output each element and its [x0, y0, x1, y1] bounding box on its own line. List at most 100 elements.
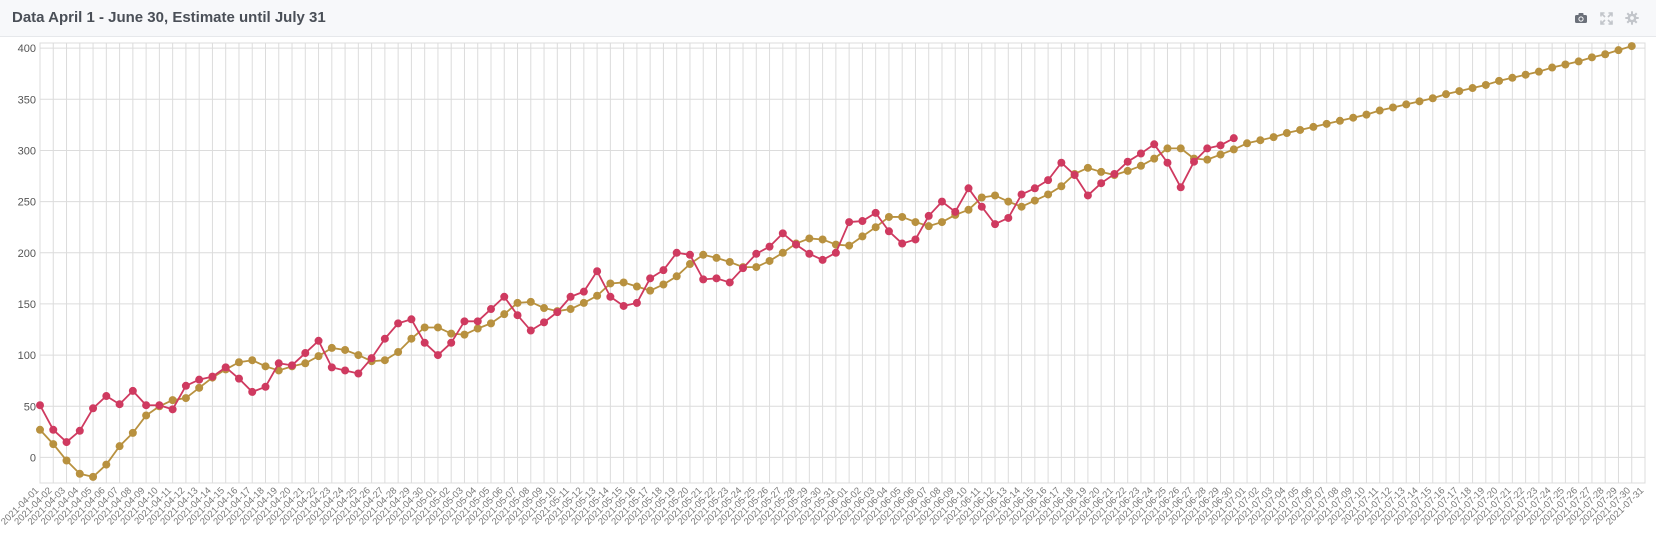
data-point[interactable]	[1229, 145, 1238, 154]
data-point[interactable]	[420, 323, 429, 332]
data-point[interactable]	[606, 292, 615, 301]
data-point[interactable]	[1216, 141, 1225, 150]
data-point[interactable]	[89, 472, 98, 481]
data-point[interactable]	[1269, 133, 1278, 142]
data-point[interactable]	[1190, 157, 1199, 166]
data-point[interactable]	[858, 217, 867, 226]
data-point[interactable]	[1601, 50, 1610, 59]
data-point[interactable]	[354, 369, 363, 378]
data-point[interactable]	[447, 338, 456, 347]
data-point[interactable]	[871, 208, 880, 217]
data-point[interactable]	[36, 401, 44, 410]
data-point[interactable]	[234, 358, 243, 367]
data-point[interactable]	[1123, 157, 1132, 166]
data-point[interactable]	[327, 343, 336, 352]
data-point[interactable]	[1574, 57, 1583, 66]
data-point[interactable]	[314, 352, 323, 361]
data-point[interactable]	[792, 240, 801, 249]
data-point[interactable]	[898, 239, 907, 248]
data-point[interactable]	[1415, 97, 1424, 106]
data-point[interactable]	[1083, 163, 1092, 172]
data-point[interactable]	[62, 456, 71, 465]
data-point[interactable]	[1110, 169, 1119, 178]
data-point[interactable]	[115, 442, 124, 451]
data-point[interactable]	[1083, 191, 1092, 200]
data-point[interactable]	[1044, 176, 1053, 185]
data-point[interactable]	[407, 334, 416, 343]
data-point[interactable]	[1508, 73, 1517, 82]
data-point[interactable]	[725, 257, 734, 266]
data-point[interactable]	[540, 304, 549, 313]
data-point[interactable]	[486, 305, 495, 314]
data-point[interactable]	[142, 411, 151, 420]
data-point[interactable]	[884, 212, 893, 221]
data-point[interactable]	[646, 286, 655, 295]
data-point[interactable]	[1349, 113, 1358, 122]
data-point[interactable]	[659, 266, 668, 275]
data-point[interactable]	[964, 205, 973, 214]
data-point[interactable]	[142, 401, 151, 410]
data-point[interactable]	[1534, 67, 1543, 76]
data-point[interactable]	[991, 191, 1000, 200]
data-point[interactable]	[1428, 94, 1437, 103]
data-point[interactable]	[49, 440, 58, 449]
data-point[interactable]	[924, 222, 933, 231]
data-point[interactable]	[1163, 158, 1172, 167]
data-point[interactable]	[168, 396, 177, 405]
data-point[interactable]	[261, 362, 270, 371]
data-point[interactable]	[36, 425, 44, 434]
data-point[interactable]	[672, 248, 681, 257]
data-point[interactable]	[659, 280, 668, 289]
data-point[interactable]	[685, 260, 694, 269]
data-point[interactable]	[447, 329, 456, 338]
data-point[interactable]	[619, 278, 628, 287]
data-point[interactable]	[778, 248, 787, 257]
data-point[interactable]	[486, 319, 495, 328]
data-point[interactable]	[354, 351, 363, 360]
data-point[interactable]	[1627, 42, 1636, 51]
data-point[interactable]	[195, 375, 204, 384]
data-point[interactable]	[1521, 70, 1530, 79]
data-point[interactable]	[1296, 125, 1305, 134]
data-point[interactable]	[951, 207, 960, 216]
data-point[interactable]	[1455, 87, 1464, 96]
data-point[interactable]	[977, 193, 986, 202]
data-point[interactable]	[327, 363, 336, 372]
data-point[interactable]	[924, 211, 933, 220]
data-point[interactable]	[1163, 144, 1172, 153]
data-point[interactable]	[540, 318, 549, 327]
data-point[interactable]	[964, 184, 973, 193]
data-point[interactable]	[858, 232, 867, 241]
data-point[interactable]	[89, 404, 98, 413]
data-point[interactable]	[1243, 139, 1252, 148]
data-point[interactable]	[712, 274, 721, 283]
data-point[interactable]	[526, 326, 535, 335]
data-point[interactable]	[1388, 103, 1397, 112]
data-point[interactable]	[1123, 166, 1132, 175]
data-point[interactable]	[1282, 129, 1291, 138]
data-point[interactable]	[765, 242, 774, 251]
data-point[interactable]	[1203, 144, 1212, 153]
data-point[interactable]	[420, 338, 429, 347]
data-point[interactable]	[632, 282, 641, 291]
data-point[interactable]	[1176, 183, 1185, 192]
data-point[interactable]	[181, 394, 190, 403]
data-point[interactable]	[937, 218, 946, 227]
data-point[interactable]	[1216, 150, 1225, 159]
data-point[interactable]	[195, 383, 204, 392]
data-point[interactable]	[579, 298, 588, 307]
data-point[interactable]	[1362, 110, 1371, 119]
data-point[interactable]	[394, 348, 403, 357]
data-point[interactable]	[1256, 136, 1265, 145]
data-point[interactable]	[937, 197, 946, 206]
data-point[interactable]	[367, 354, 376, 363]
data-point[interactable]	[75, 469, 84, 478]
data-point[interactable]	[593, 267, 602, 276]
data-point[interactable]	[1176, 144, 1185, 153]
data-point[interactable]	[1375, 106, 1384, 115]
data-point[interactable]	[593, 291, 602, 300]
data-point[interactable]	[1335, 116, 1344, 125]
data-point[interactable]	[473, 324, 482, 333]
data-point[interactable]	[155, 401, 164, 410]
data-point[interactable]	[1136, 149, 1145, 158]
